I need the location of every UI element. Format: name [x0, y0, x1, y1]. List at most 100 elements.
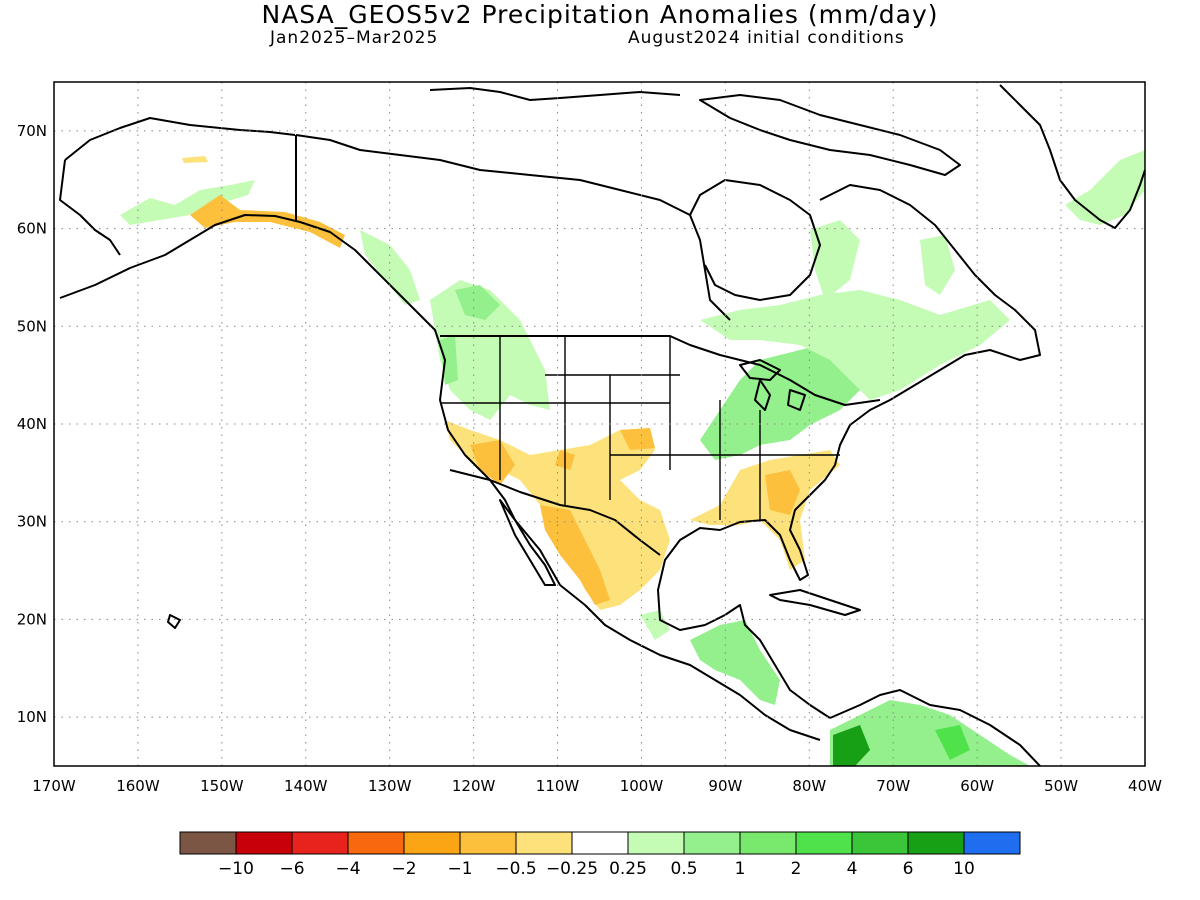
- longitude-labels: 170W 160W 150W 140W 130W 120W 110W 100W 90W 80W 70…: [32, 777, 1162, 795]
- lon-tick-label: 170W: [32, 777, 76, 795]
- dry-region-alaska-north: [182, 156, 208, 163]
- colorbar-label: 10: [953, 859, 975, 879]
- lon-tick-label: 40W: [1128, 777, 1162, 795]
- lat-tick-label: 10N: [17, 708, 47, 726]
- lon-tick-label: 150W: [200, 777, 244, 795]
- colorbar-swatch: [683, 831, 741, 855]
- alaska-north-coast: [64, 117, 296, 161]
- colorbar-swatch: [795, 831, 853, 855]
- colorbar-label: 0.25: [609, 859, 647, 879]
- hawaii: [167, 614, 181, 629]
- map-title: NASA_GEOS5v2 Precipitation Anomalies (mm…: [261, 0, 939, 29]
- colorbar-swatch: [571, 831, 629, 855]
- lon-tick-label: 80W: [792, 777, 826, 795]
- latitude-labels: 70N 60N 50N 40N 30N 20N 10N: [17, 122, 47, 726]
- us-canada-border: [440, 335, 881, 406]
- colorbar-label: −4: [335, 859, 360, 879]
- colorbar-label: 0.5: [670, 859, 697, 879]
- wet-region-venezuela-core: [935, 725, 970, 760]
- lon-tick-label: 110W: [536, 777, 580, 795]
- wet-region-washington-coast: [440, 335, 458, 385]
- colorbar-label: 1: [735, 859, 746, 879]
- lon-tick-label: 60W: [960, 777, 994, 795]
- arctic-islands: [429, 87, 681, 101]
- init-conditions-subtitle: August2024 initial conditions: [628, 28, 905, 48]
- lake-superior: [739, 359, 781, 381]
- lon-tick-label: 120W: [452, 777, 496, 795]
- map-grid: [54, 82, 1145, 766]
- colorbar-swatch: [403, 831, 461, 855]
- lake-huron: [787, 389, 806, 411]
- wet-region-yukon-coast: [360, 230, 420, 305]
- dry-region-colorado: [620, 428, 655, 450]
- colorbar-label: −0.25: [546, 859, 598, 879]
- wet-region-mexico-south: [640, 610, 670, 640]
- coastlines-layer: [59, 84, 1146, 767]
- wet-region-pacific-northwest: [430, 280, 550, 420]
- cuba: [769, 589, 861, 616]
- wet-region-bc-core: [455, 285, 500, 320]
- wet-region-alaska: [120, 180, 255, 225]
- pacific-coastline: [59, 214, 821, 741]
- wet-region-eastern-canada: [700, 290, 1010, 400]
- colorbar-swatch: [235, 831, 293, 855]
- colorbar-label: −2: [391, 859, 416, 879]
- lake-michigan: [754, 379, 771, 411]
- alaska-west-coast: [59, 159, 121, 256]
- state-borders-layer: [440, 336, 840, 520]
- colorbar-swatch: [347, 831, 405, 855]
- wet-region-colombia-venezuela: [830, 700, 1030, 766]
- lat-tick-label: 70N: [17, 122, 47, 140]
- colorbar-label: 6: [903, 859, 914, 879]
- colorbar: −10 −6 −4 −2 −1 −0.5 −0.25 0.25 0.5 1 2 4 6 10: [179, 831, 1021, 879]
- anomaly-shading-layer: [120, 150, 1145, 766]
- wet-region-labrador: [920, 235, 955, 295]
- baja-california: [499, 499, 556, 586]
- lon-tick-label: 70W: [876, 777, 910, 795]
- wet-region-quebec-north: [810, 220, 860, 300]
- south-america-coast: [829, 689, 1041, 767]
- baffin-island: [699, 94, 961, 176]
- colorbar-label: −10: [218, 859, 254, 879]
- lon-tick-label: 100W: [620, 777, 664, 795]
- lon-tick-label: 140W: [284, 777, 328, 795]
- lon-tick-label: 130W: [368, 777, 412, 795]
- lon-tick-label: 160W: [116, 777, 160, 795]
- lat-tick-label: 20N: [17, 610, 47, 628]
- colorbar-label: −6: [279, 859, 304, 879]
- colorbar-swatch: [627, 831, 685, 855]
- lat-tick-label: 30N: [17, 513, 47, 531]
- period-subtitle: Jan2025–Mar2025: [270, 28, 439, 48]
- colorbar-swatch: [739, 831, 797, 855]
- colorbar-swatch: [459, 831, 517, 855]
- colorbar-label: −1: [447, 859, 472, 879]
- dry-region-southeast-us: [690, 450, 840, 570]
- lat-tick-label: 50N: [17, 317, 47, 335]
- colorbar-label: 4: [847, 859, 858, 879]
- lon-tick-label: 50W: [1044, 777, 1078, 795]
- dry-region-alaska-south: [190, 195, 345, 248]
- lat-tick-label: 60N: [17, 220, 47, 238]
- wet-region-ohio-valley: [700, 340, 880, 460]
- colorbar-swatch: [515, 831, 573, 855]
- colorbar-swatch: [851, 831, 909, 855]
- colorbar-swatch: [179, 831, 237, 855]
- greenland-coast: [999, 84, 1146, 229]
- colorbar-swatch: [291, 831, 349, 855]
- wet-region-greenland: [1065, 150, 1145, 225]
- dry-region-mexico-west: [540, 505, 610, 605]
- colorbar-swatch: [963, 831, 1021, 855]
- map-frame: [53, 81, 1146, 767]
- wet-region-central-america: [690, 620, 780, 705]
- arctic-canada-coast: [295, 134, 731, 321]
- lon-tick-label: 90W: [708, 777, 742, 795]
- wet-region-colombia-core: [833, 725, 870, 766]
- colorbar-label: 2: [791, 859, 802, 879]
- us-mexico-border: [449, 469, 661, 556]
- atlantic-gulf-coastline: [657, 184, 1041, 719]
- dry-region-california: [470, 440, 515, 485]
- colorbar-label: −0.5: [495, 859, 536, 879]
- lat-tick-label: 40N: [17, 415, 47, 433]
- dry-region-georgia: [765, 470, 800, 515]
